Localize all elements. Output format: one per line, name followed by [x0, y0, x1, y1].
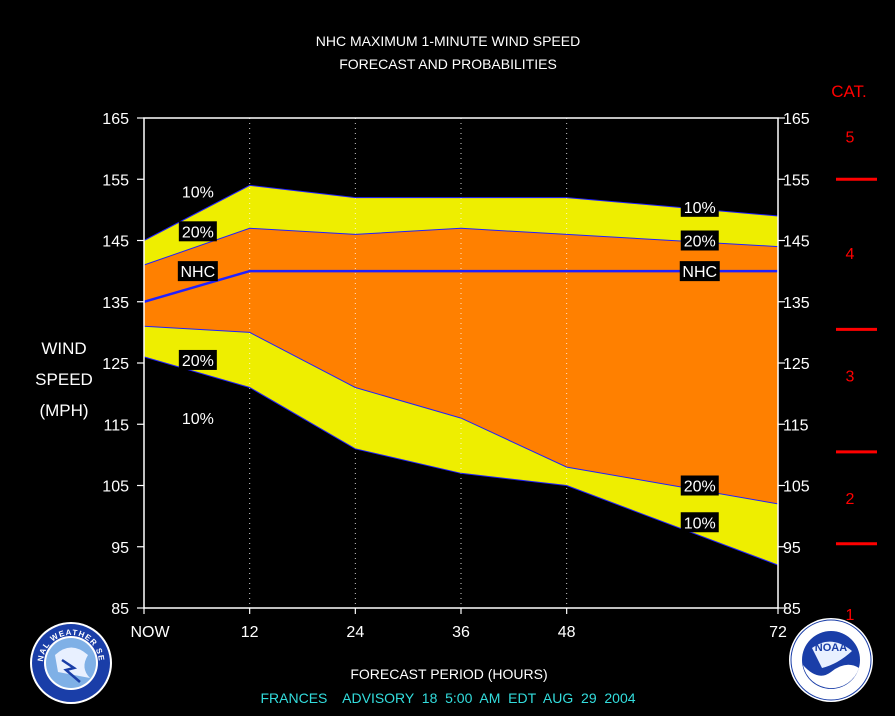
category-header: CAT. — [831, 82, 867, 101]
category-label-3: 2 — [846, 491, 855, 508]
category-label-0: 5 — [846, 129, 855, 146]
series-label-1: 20% — [182, 224, 214, 241]
category-scale: 5 4 3 2 1 — [836, 129, 877, 624]
category-label-1: 4 — [846, 246, 855, 263]
y-tick-label-right-2: 105 — [783, 479, 810, 496]
y-tick-label-left-3: 115 — [103, 417, 129, 434]
noaa-logo-text: NOAA — [815, 642, 847, 654]
series-label-9: 10% — [684, 515, 716, 532]
series-label-box-1 — [178, 221, 217, 242]
category-label-2: 3 — [846, 368, 855, 385]
series-label-6: 20% — [684, 234, 716, 251]
series-label-8: 20% — [684, 479, 716, 496]
wave-icon — [803, 664, 859, 689]
series-label-0: 10% — [182, 185, 214, 202]
series-label-box-8 — [680, 475, 719, 496]
y-axis-label-line2: SPEED — [35, 370, 93, 389]
y-axes: 85 85 95 95 105 105 115 115 125 125 135 135 145 145 15… — [102, 111, 810, 618]
y-tick-label-left-6: 145 — [102, 234, 129, 251]
series-line-2 — [143, 269, 778, 304]
x-tick-label-4: 48 — [558, 624, 576, 641]
chart-title-line2: FORECAST AND PROBABILITIES — [339, 56, 557, 72]
y-tick-label-left-8: 165 — [102, 111, 129, 128]
y-tick-label-right-7: 155 — [783, 172, 810, 189]
y-tick-label-left-2: 105 — [102, 479, 129, 496]
y-axis-label-line1: WIND — [41, 339, 86, 358]
x-tick-label-3: 36 — [452, 624, 470, 641]
y-tick-label-right-8: 165 — [783, 111, 810, 128]
chart-title-line1: NHC MAXIMUM 1-MINUTE WIND SPEED — [316, 33, 580, 49]
series-line-1 — [143, 227, 779, 266]
series-label-box-9 — [680, 512, 719, 533]
x-tick-label-2: 24 — [346, 624, 364, 641]
y-tick-label-right-0: 85 — [783, 601, 801, 618]
cloud-icon — [55, 647, 90, 678]
y-tick-label-left-5: 135 — [102, 295, 129, 312]
series-label-5: 10% — [684, 200, 716, 217]
x-tick-label-1: 12 — [241, 624, 259, 641]
y-tick-label-right-1: 95 — [783, 540, 801, 557]
noaa-logo: NOAA — [789, 618, 873, 702]
series-label-box-4 — [178, 408, 217, 429]
y-tick-label-right-6: 145 — [783, 234, 810, 251]
series-label-box-2 — [177, 261, 218, 282]
vertical-gridlines — [249, 118, 568, 608]
series-label-box-5 — [680, 196, 719, 217]
y-tick-label-left-4: 125 — [102, 356, 129, 373]
series-line-0 — [143, 184, 779, 241]
series-label-box-7 — [679, 261, 720, 282]
y-tick-label-right-3: 115 — [783, 417, 809, 434]
series-label-3: 20% — [182, 353, 214, 370]
series-label-2: NHC — [180, 264, 215, 281]
series-label-box-0 — [178, 181, 217, 202]
y-tick-label-right-4: 125 — [783, 356, 810, 373]
x-axis: NOW 12 24 36 48 72 — [130, 608, 787, 641]
y-tick-label-left-1: 95 — [111, 540, 129, 557]
category-label-4: 1 — [846, 607, 855, 624]
y-tick-label-left-7: 155 — [102, 172, 129, 189]
x-tick-label-5: 72 — [769, 624, 787, 641]
band-20pct — [144, 228, 778, 504]
series-label-box-3 — [178, 349, 217, 370]
series-label-7: NHC — [682, 264, 717, 281]
y-axis-label-line3: (MPH) — [39, 401, 88, 420]
series-label-4: 10% — [182, 411, 214, 428]
seagull-icon — [812, 641, 852, 668]
probability-bands — [144, 185, 778, 566]
advisory-line: FRANCES ADVISORY 18 5:00 AM EDT AUG 29 2… — [260, 690, 635, 706]
series-line-4 — [143, 356, 779, 566]
series-label-box-6 — [680, 230, 719, 251]
y-tick-label-right-5: 135 — [783, 295, 810, 312]
lightning-icon — [61, 658, 81, 683]
series-labels: 10% 20% NHC 20% 10% 10% 20% NHC 20% 10% — [177, 181, 720, 533]
series-lines — [143, 184, 779, 566]
y-tick-label-left-0: 85 — [111, 601, 129, 618]
x-tick-label-0: NOW — [130, 624, 170, 641]
series-line-3 — [143, 325, 779, 505]
x-axis-label: FORECAST PERIOD (HOURS) — [350, 666, 547, 682]
